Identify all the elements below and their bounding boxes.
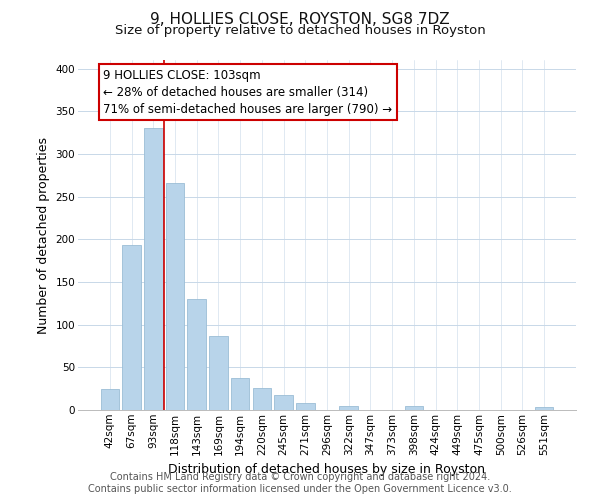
Bar <box>253 388 271 410</box>
Bar <box>340 406 358 410</box>
Y-axis label: Number of detached properties: Number of detached properties <box>37 136 50 334</box>
Text: Size of property relative to detached houses in Royston: Size of property relative to detached ho… <box>115 24 485 37</box>
Bar <box>274 396 293 410</box>
Text: 9 HOLLIES CLOSE: 103sqm
← 28% of detached houses are smaller (314)
71% of semi-d: 9 HOLLIES CLOSE: 103sqm ← 28% of detache… <box>103 68 392 116</box>
Bar <box>296 403 314 410</box>
Text: Contains HM Land Registry data © Crown copyright and database right 2024.
Contai: Contains HM Land Registry data © Crown c… <box>88 472 512 494</box>
Bar <box>122 245 141 410</box>
Bar <box>404 406 423 410</box>
Bar <box>166 183 184 410</box>
Bar <box>187 299 206 410</box>
Bar <box>209 336 227 410</box>
Bar <box>535 408 553 410</box>
Bar <box>144 128 163 410</box>
X-axis label: Distribution of detached houses by size in Royston: Distribution of detached houses by size … <box>169 463 485 476</box>
Text: 9, HOLLIES CLOSE, ROYSTON, SG8 7DZ: 9, HOLLIES CLOSE, ROYSTON, SG8 7DZ <box>150 12 450 28</box>
Bar <box>231 378 250 410</box>
Bar <box>101 388 119 410</box>
